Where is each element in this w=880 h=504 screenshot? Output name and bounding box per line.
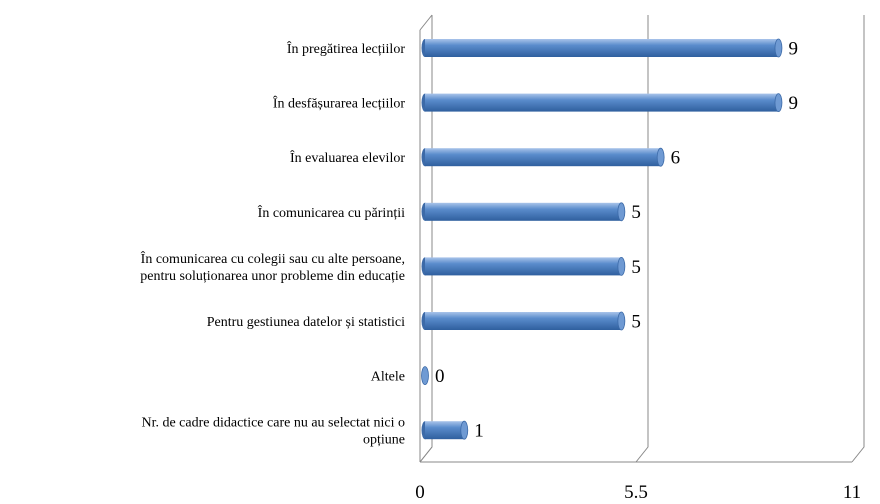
value-label: 0 (435, 366, 445, 387)
left-wall-top (419, 14, 433, 31)
bar (425, 421, 465, 440)
category-label: Altele (371, 370, 405, 385)
bar (425, 39, 779, 57)
category-label: În desfășurarea lecțiilor (273, 95, 405, 112)
value-label: 9 (788, 38, 798, 59)
grid-line (419, 15, 433, 463)
bar-cap (617, 202, 626, 222)
bar-cap (656, 147, 665, 167)
bar (425, 202, 622, 221)
value-label: 1 (474, 421, 484, 442)
category-label: În comunicarea cu părinții (258, 204, 405, 221)
category-label: Pentru gestiunea datelor și statistici (207, 315, 405, 330)
bar (425, 312, 622, 330)
bar-cap (421, 366, 429, 386)
bar-cap (617, 311, 626, 331)
grid-line (851, 15, 865, 463)
x-tick-label: 5.5 (624, 482, 648, 503)
value-label: 9 (788, 93, 798, 114)
category-label: În comunicarea cu colegii sau cu alte pe… (140, 250, 405, 284)
x-tick-label: 11 (843, 482, 861, 503)
category-label: Nr. de cadre didactice care nu au select… (141, 416, 405, 448)
value-label: 6 (671, 148, 681, 169)
bar-cap (774, 93, 783, 112)
bar (425, 257, 622, 276)
bar-cap (617, 256, 626, 276)
bar (425, 93, 779, 112)
bar (425, 148, 661, 167)
category-label: În evaluarea elevilor (290, 149, 405, 166)
value-label: 5 (631, 257, 641, 278)
grid-line (635, 15, 649, 463)
x-tick-label: 0 (415, 482, 425, 503)
bar-cap (460, 420, 469, 440)
category-label: În pregătirea lecțiilor (287, 40, 405, 57)
value-label: 5 (631, 311, 641, 332)
value-label: 5 (631, 202, 641, 223)
bar-cap (774, 38, 783, 58)
